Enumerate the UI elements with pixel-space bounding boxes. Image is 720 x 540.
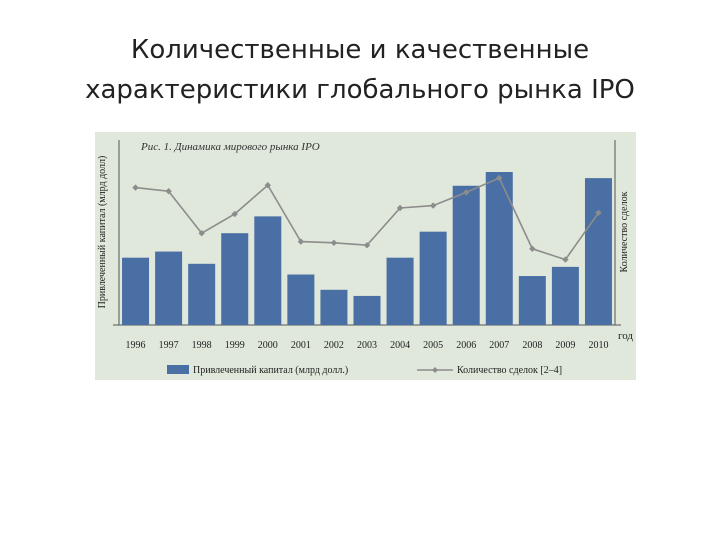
point-2005 <box>429 202 437 209</box>
bar-2001 <box>287 274 315 325</box>
slide-title: Количественные и качественные характерис… <box>0 30 720 110</box>
x-tick-label-2000: 2000 <box>258 340 278 351</box>
chart-background <box>95 132 636 380</box>
point-2006 <box>463 189 470 196</box>
y-axis-title-left: Привлеченный капитал (млрд долл) <box>97 156 108 309</box>
x-tick-label-1996: 1996 <box>126 340 146 351</box>
x-tick-label-2005: 2005 <box>423 340 443 351</box>
x-tick-label-2006: 2006 <box>456 340 476 351</box>
x-tick-label-1997: 1997 <box>159 340 179 351</box>
bar-1999 <box>221 233 249 325</box>
bar-2003 <box>353 295 381 325</box>
legend-label-capital: Привлеченный капитал (млрд долл.) <box>193 365 348 376</box>
legend-label-deals: Количество сделок [2–4] <box>457 365 562 376</box>
point-1998 <box>198 230 205 237</box>
bar-1996 <box>122 257 150 325</box>
legend-swatch-capital <box>167 365 189 374</box>
point-2010 <box>595 209 602 216</box>
bar-2005 <box>419 231 447 325</box>
point-1999 <box>231 210 238 218</box>
x-tick-label-2008: 2008 <box>522 340 542 351</box>
x-tick-label-2007: 2007 <box>489 340 509 351</box>
point-1996 <box>132 184 139 191</box>
chart-panel: Рис. 1. Динамика мирового рынка IPO 1996 1… <box>95 132 636 380</box>
slide-title-line-2: характеристики глобального рынка IPO <box>85 75 635 105</box>
bar-2006 <box>452 185 480 325</box>
x-tick-label-2002: 2002 <box>324 340 344 351</box>
chart-title: Рис. 1. Динамика мирового рынка IPO <box>140 141 320 153</box>
bar-2008 <box>518 276 546 325</box>
x-tick-label-1999: 1999 <box>225 340 245 351</box>
x-axis-title: год <box>618 330 633 342</box>
bar-2007 <box>485 172 513 325</box>
slide-title-line-1: Количественные и качественные <box>130 35 590 65</box>
bar-1997 <box>155 251 183 325</box>
x-tick-label-2004: 2004 <box>390 340 410 351</box>
point-2003 <box>363 242 371 249</box>
x-tick-label-2001: 2001 <box>291 340 311 351</box>
bar-2009 <box>551 266 579 325</box>
legend-swatch-deals-marker <box>432 367 438 373</box>
point-2009 <box>562 256 569 263</box>
bar-2010 <box>584 178 612 325</box>
point-2000 <box>264 182 271 189</box>
x-tick-label-2003: 2003 <box>357 340 377 351</box>
x-tick-label-2010: 2010 <box>588 340 608 351</box>
bar-2000 <box>254 216 282 325</box>
point-1997 <box>165 188 172 195</box>
ipo-chart: Рис. 1. Динамика мирового рынка IPO 1996 1… <box>95 132 636 380</box>
x-tick-label-2009: 2009 <box>555 340 575 351</box>
x-tick-label-1998: 1998 <box>192 340 212 351</box>
bar-2002 <box>320 289 348 325</box>
y-axis-title-right: Количество сделок <box>619 191 630 272</box>
point-2002 <box>330 239 338 246</box>
bar-1998 <box>188 263 216 325</box>
bar-2004 <box>386 257 414 325</box>
